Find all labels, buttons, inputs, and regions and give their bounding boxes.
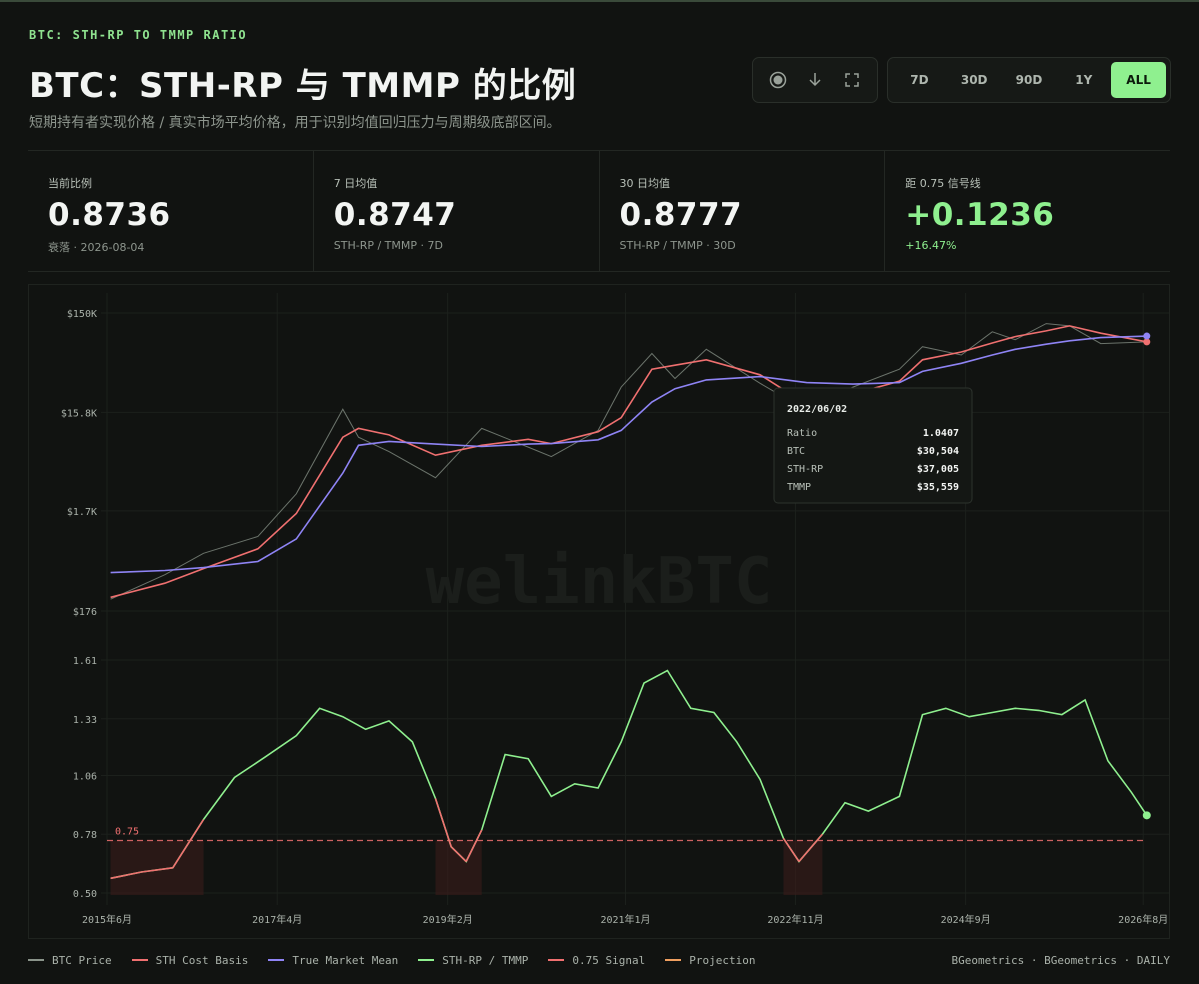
stat-current-ratio: 当前比例 0.8736 衰落 · 2026-08-04 bbox=[28, 151, 314, 271]
x-tick-label: 2017年4月 bbox=[252, 913, 302, 926]
legend-swatch bbox=[268, 959, 285, 961]
stat-value: 0.8777 bbox=[619, 197, 743, 233]
x-tick-label: 2024年9月 bbox=[941, 913, 991, 926]
legend-label: STH Cost Basis bbox=[155, 953, 249, 967]
y-tick-label: 0.50 bbox=[73, 889, 97, 900]
y-tick-label: $176 bbox=[73, 607, 97, 618]
y-tick-label: 0.78 bbox=[73, 830, 97, 841]
ratio-line bbox=[110, 669, 1148, 880]
ratio-below-signal-segment bbox=[798, 833, 823, 863]
signal-zone bbox=[783, 840, 823, 895]
chart-legend: BTC Price STH Cost Basis True Market Mea… bbox=[28, 952, 1170, 968]
ratio-below-signal-segment bbox=[782, 837, 800, 862]
tooltip-row-value: $35,559 bbox=[917, 482, 959, 493]
legend-item-sth[interactable]: STH Cost Basis bbox=[131, 953, 249, 967]
stat-sub: +16.47% bbox=[905, 239, 957, 252]
stats-row: 当前比例 0.8736 衰落 · 2026-08-04 7 日均值 0.8747… bbox=[28, 150, 1170, 272]
ratio-below-signal-segment bbox=[450, 846, 467, 863]
tooltip-row-value: 1.0407 bbox=[923, 428, 959, 439]
x-tick-label: 2022年11月 bbox=[767, 913, 823, 926]
range-30d-button[interactable]: 30D bbox=[960, 73, 988, 87]
legend-swatch bbox=[548, 959, 565, 961]
stat-7d-average: 7 日均值 0.8747 STH-RP / TMMP · 7D bbox=[314, 151, 600, 271]
tooltip-row-value: $37,005 bbox=[917, 464, 959, 475]
legend-swatch bbox=[131, 959, 148, 961]
stat-value: 0.8747 bbox=[333, 197, 457, 233]
page-eyebrow: BTC: STH-RP TO TMMP RATIO bbox=[29, 28, 248, 42]
data-source-label: BGeometrics · BGeometrics · DAILY bbox=[951, 953, 1170, 967]
stat-label: 当前比例 bbox=[48, 177, 92, 190]
series-end-marker bbox=[1143, 332, 1151, 340]
x-tick-label: 2015年6月 bbox=[82, 913, 132, 926]
signal-zone bbox=[435, 840, 482, 895]
stat-value: +0.1236 bbox=[905, 197, 1055, 233]
y-tick-label: 1.61 bbox=[73, 656, 97, 667]
ratio-below-signal-segment bbox=[434, 798, 452, 848]
legend-item-ratio[interactable]: STH-RP / TMMP bbox=[418, 954, 528, 967]
legend-item-btc[interactable]: BTC Price bbox=[28, 954, 112, 967]
x-tick-label: 2019年2月 bbox=[423, 913, 473, 926]
stat-30d-average: 30 日均值 0.8777 STH-RP / TMMP · 30D bbox=[600, 151, 886, 271]
stat-label: 距 0.75 信号线 bbox=[905, 177, 981, 190]
tooltip-box bbox=[773, 387, 973, 504]
tooltip-row-label: STH-RP bbox=[787, 464, 823, 475]
download-icon[interactable] bbox=[800, 65, 830, 95]
legend-label: STH-RP / TMMP bbox=[442, 953, 529, 967]
y-tick-label: $15.8K bbox=[61, 408, 97, 419]
tooltip-row-value: $30,504 bbox=[917, 446, 959, 457]
ratio-below-signal-segment bbox=[172, 819, 205, 869]
legend-item-signal[interactable]: 0.75 Signal bbox=[548, 954, 645, 967]
camera-icon[interactable] bbox=[763, 65, 793, 95]
legend-label: True Market Mean bbox=[292, 953, 399, 967]
tooltip-row-label: TMMP bbox=[787, 482, 811, 493]
legend-swatch bbox=[418, 959, 435, 961]
tooltip-row-label: BTC bbox=[787, 446, 805, 457]
stat-sub: 衰落 · 2026-08-04 bbox=[48, 241, 145, 254]
signal-zone bbox=[110, 840, 204, 895]
legend-swatch bbox=[28, 959, 44, 961]
legend-item-tmm[interactable]: True Market Mean bbox=[268, 954, 398, 967]
tooltip-date: 2022/06/02 bbox=[787, 404, 847, 415]
chart-svg[interactable]: $150K $15.8K $1.7K $176 1.61 1.33 1.06 0.78 0.50… bbox=[29, 285, 1171, 940]
stat-label: 7 日均值 bbox=[333, 177, 378, 190]
ratio-below-signal-segment bbox=[141, 867, 173, 873]
tooltip-row-label: Ratio bbox=[787, 428, 817, 439]
true-market-mean-line bbox=[110, 335, 1147, 574]
range-7d-button[interactable]: 7D bbox=[910, 73, 929, 87]
y-tick-label: 1.06 bbox=[73, 771, 97, 782]
stat-distance-to-signal: 距 0.75 信号线 +0.1236 +16.47% bbox=[885, 151, 1170, 271]
chart-panel[interactable]: $150K $15.8K $1.7K $176 1.61 1.33 1.06 0.78 0.50… bbox=[28, 284, 1170, 939]
legend-label: Projection bbox=[689, 953, 756, 967]
signal-line-label: 0.75 bbox=[115, 827, 139, 838]
fullscreen-icon[interactable] bbox=[837, 65, 867, 95]
legend-label: BTC Price bbox=[52, 953, 112, 967]
y-tick-label: $1.7K bbox=[67, 507, 97, 518]
btc-price-line bbox=[110, 323, 1147, 600]
chart-action-toolbar bbox=[752, 57, 878, 103]
stat-sub: STH-RP / TMMP · 7D bbox=[333, 239, 443, 252]
stat-sub: STH-RP / TMMP · 30D bbox=[619, 239, 736, 252]
page-subtitle: 短期持有者实现价格 / 真实市场平均价格，用于识别均值回归压力与周期级底部区间。 bbox=[29, 115, 561, 131]
x-tick-label: 2021年1月 bbox=[600, 913, 650, 926]
watermark-text: welinkBTC bbox=[426, 545, 773, 619]
y-tick-label: 1.33 bbox=[73, 715, 97, 726]
x-tick-label: 2026年8月 bbox=[1118, 913, 1168, 926]
range-90d-button[interactable]: 90D bbox=[1015, 73, 1043, 87]
stat-value: 0.8736 bbox=[48, 197, 171, 233]
series-end-marker bbox=[1143, 338, 1151, 346]
ratio-below-signal-segment bbox=[465, 829, 483, 862]
page-title: BTC：STH-RP 与 TMMP 的比例 bbox=[29, 66, 577, 106]
stat-label: 30 日均值 bbox=[619, 177, 671, 190]
ratio-below-signal-segment bbox=[110, 871, 142, 880]
range-all-button[interactable]: ALL bbox=[1111, 62, 1166, 98]
ratio-end-marker bbox=[1142, 811, 1151, 820]
y-tick-label: $150K bbox=[67, 309, 97, 320]
legend-swatch bbox=[665, 959, 682, 961]
range-1y-button[interactable]: 1Y bbox=[1075, 73, 1093, 87]
legend-label: 0.75 Signal bbox=[572, 953, 646, 967]
legend-item-projection[interactable]: Projection bbox=[665, 954, 755, 967]
sth-cost-basis-line bbox=[110, 325, 1147, 599]
range-selector: 7D 30D 90D 1Y ALL bbox=[887, 57, 1171, 103]
